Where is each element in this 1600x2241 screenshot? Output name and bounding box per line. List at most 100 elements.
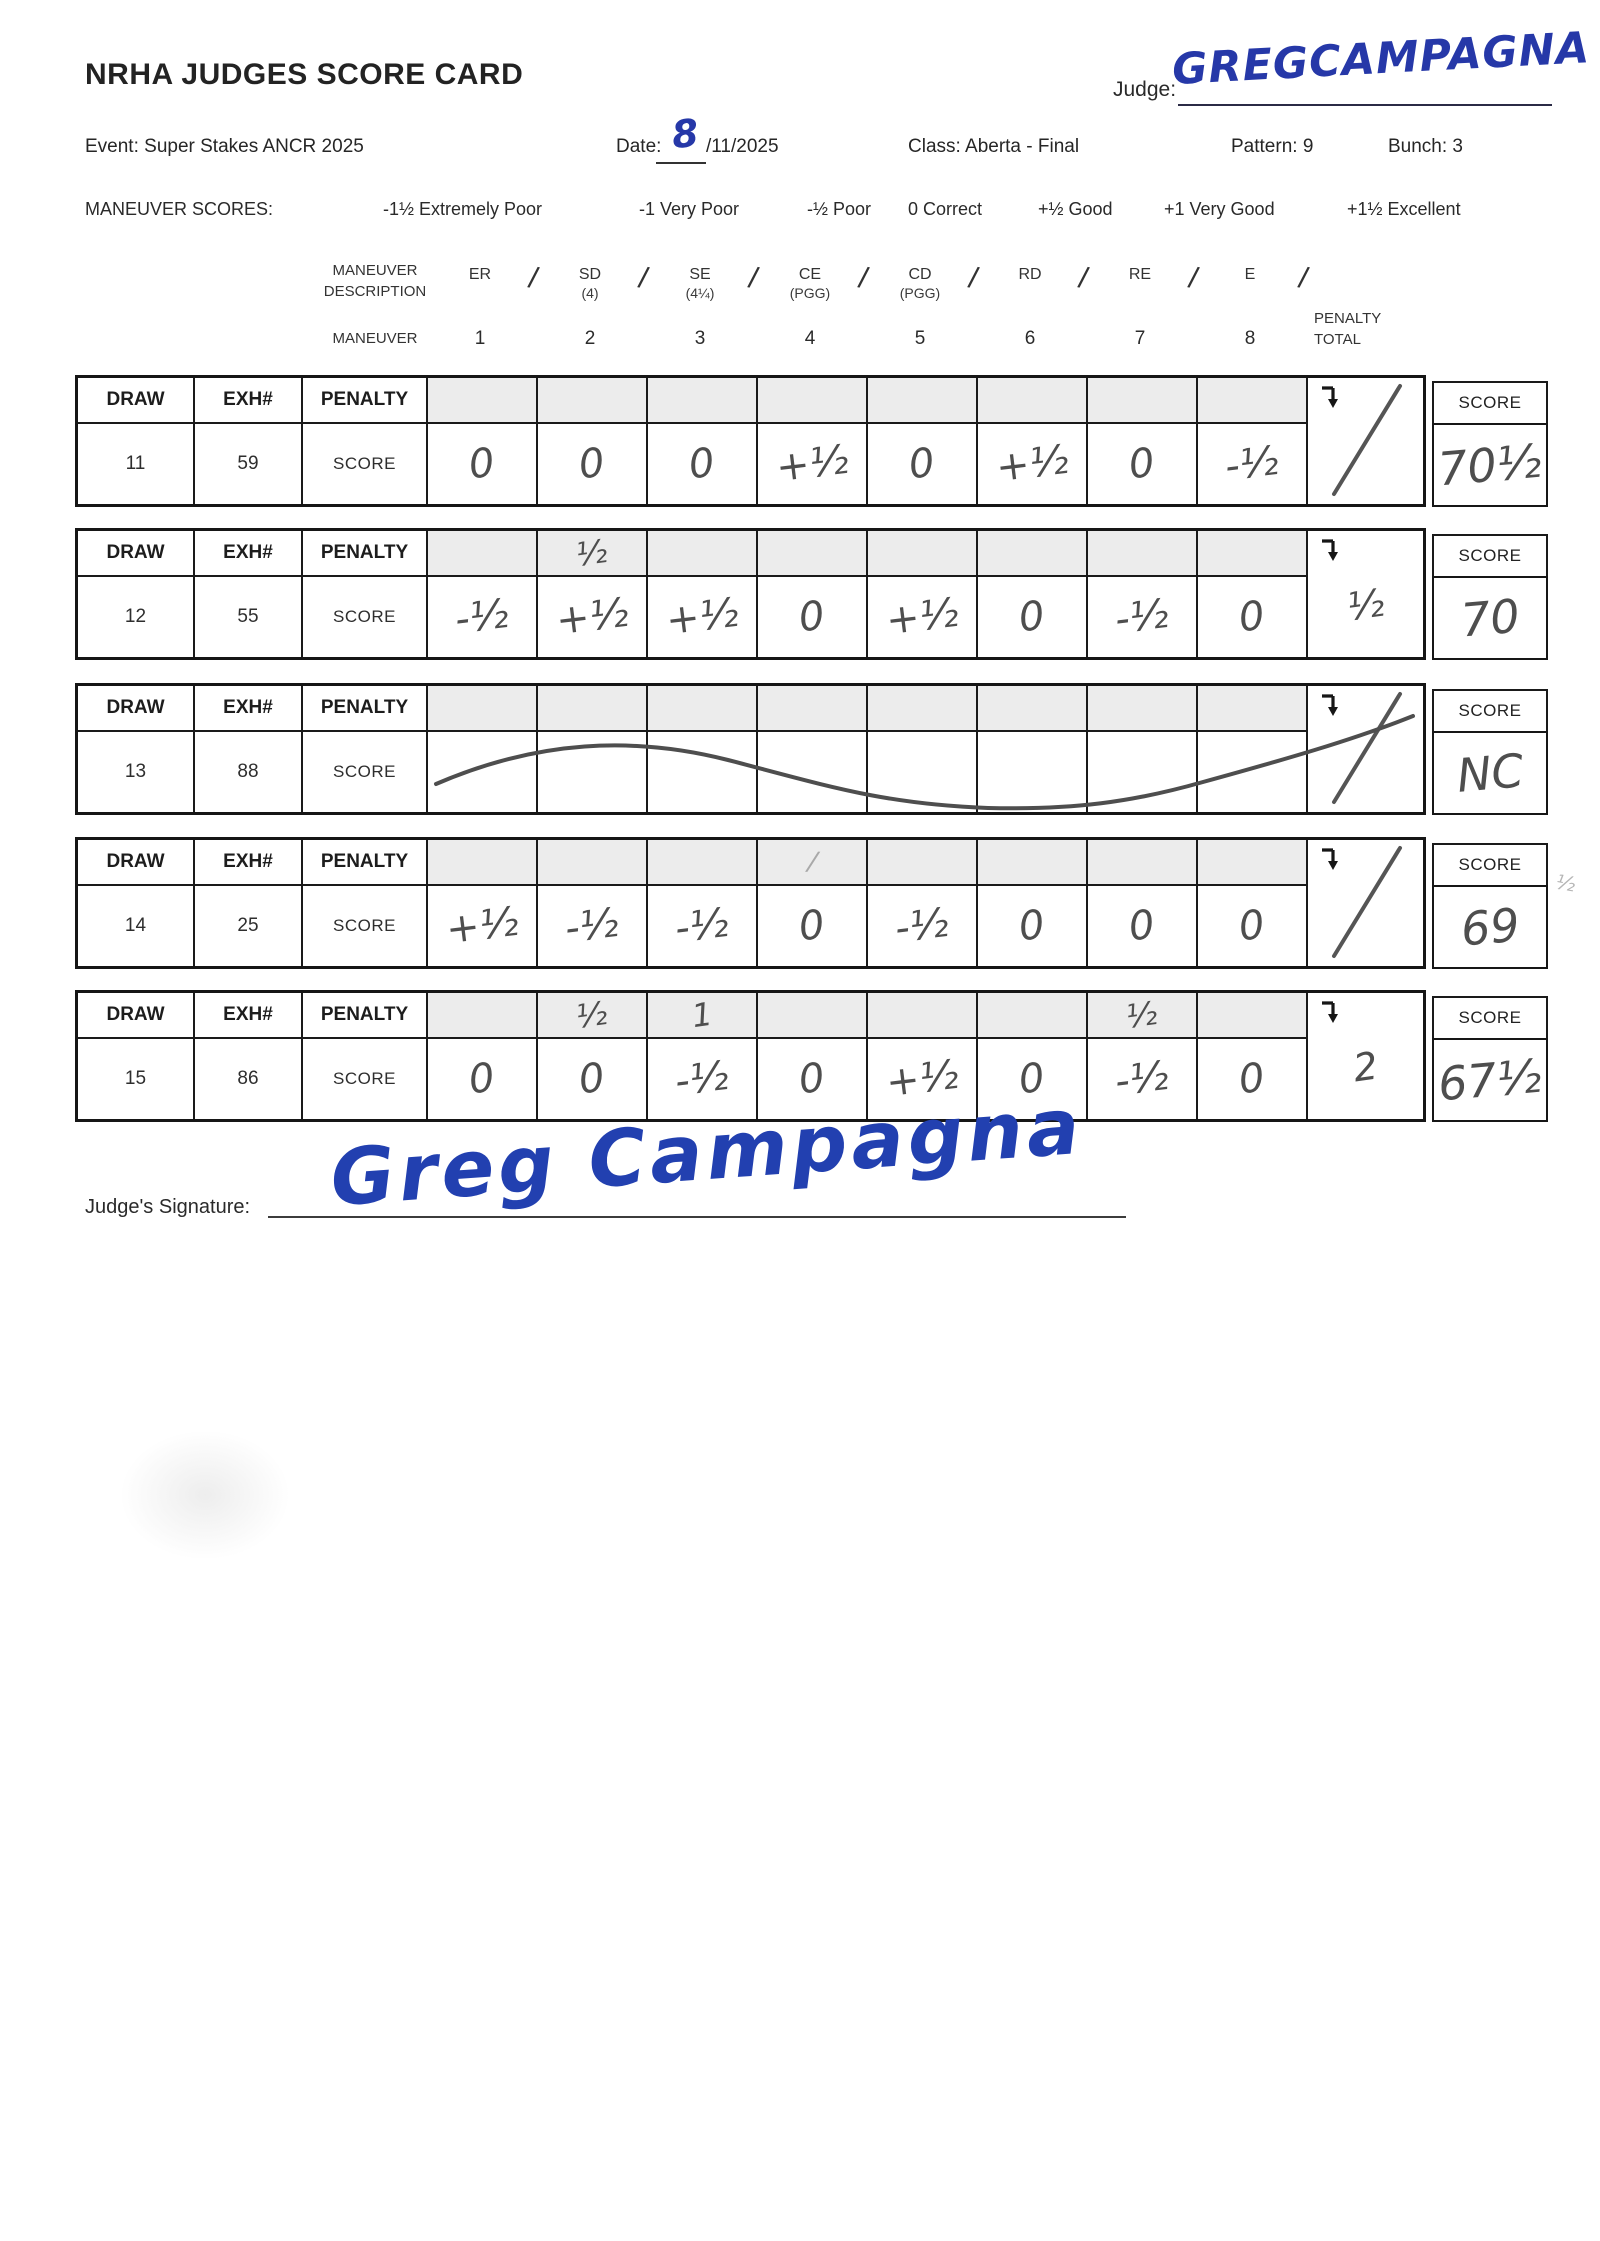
score-cell: +½ bbox=[978, 424, 1088, 504]
legend-item: +½ Good bbox=[1038, 199, 1113, 219]
handwritten-penalty: ½ bbox=[573, 532, 610, 574]
score-cell: +½ bbox=[648, 577, 758, 657]
draw-header: DRAW bbox=[78, 531, 195, 577]
exh-value: 25 bbox=[195, 886, 303, 966]
maneuver-code-text: RD bbox=[1018, 266, 1042, 283]
score-cell: 0 bbox=[758, 577, 868, 657]
handwritten-score: 0 bbox=[576, 1054, 608, 1104]
penalty-cell bbox=[648, 686, 758, 732]
score-table: DRAW EXH# PENALTY 13 88 SCORE bbox=[75, 683, 1426, 815]
score-box-value-cell: 70½ bbox=[1432, 423, 1548, 507]
score-box-label: SCORE bbox=[1432, 534, 1548, 576]
score-box-value-cell: NC bbox=[1432, 731, 1548, 815]
draw-value: 15 bbox=[78, 1039, 195, 1119]
score-cell: 0 bbox=[1198, 577, 1308, 657]
penalty-total-line1: PENALTY bbox=[1314, 310, 1382, 327]
down-arrow-icon bbox=[1322, 539, 1338, 561]
handwritten-score: 0 bbox=[1236, 901, 1268, 951]
handwritten-score: 0 bbox=[796, 592, 828, 642]
score-box-value-cell: 69 bbox=[1432, 885, 1548, 969]
penalty-cell bbox=[648, 378, 758, 424]
handwritten-score: -½ bbox=[562, 899, 622, 953]
penalty-total-mark: 2 bbox=[1350, 1043, 1381, 1091]
score-cell: +½ bbox=[538, 577, 648, 657]
draw-value: 11 bbox=[78, 424, 195, 504]
score-cell: 0 bbox=[538, 424, 648, 504]
penalty-header: PENALTY bbox=[303, 686, 428, 732]
down-arrow-icon bbox=[1322, 694, 1338, 716]
final-score: 69 bbox=[1458, 897, 1522, 957]
handwritten-score: -½ bbox=[1112, 590, 1172, 644]
date-rest: /11/2025 bbox=[706, 136, 779, 157]
handwritten-penalty: ½ bbox=[1123, 994, 1160, 1036]
score-row-label: SCORE bbox=[303, 886, 428, 966]
score-table: DRAW EXH# PENALTY 11 59 SCORE 0 0 0 +½ bbox=[75, 375, 1426, 507]
maneuver-number: 3 bbox=[694, 328, 706, 349]
penalty-header: PENALTY bbox=[303, 993, 428, 1039]
signature-label: Judge's Signature: bbox=[85, 1196, 251, 1218]
down-arrow-icon bbox=[1322, 848, 1338, 870]
score-box: SCORE 70½ bbox=[1432, 381, 1548, 507]
penalty-total-line2: TOTAL bbox=[1314, 331, 1361, 348]
penalty-cell bbox=[978, 993, 1088, 1039]
penalty-header: PENALTY bbox=[303, 378, 428, 424]
score-box: SCORE NC bbox=[1432, 689, 1548, 815]
score-box-value-cell: 67½ bbox=[1432, 1038, 1548, 1122]
maneuver-number: 5 bbox=[914, 328, 926, 349]
handwritten-score: +½ bbox=[993, 436, 1071, 492]
penalty-cell bbox=[428, 531, 538, 577]
penalty-cell bbox=[538, 840, 648, 886]
exh-header: EXH# bbox=[195, 993, 303, 1039]
penalty-cell bbox=[1088, 840, 1198, 886]
penalty-cell bbox=[428, 378, 538, 424]
penalty-header: PENALTY bbox=[303, 531, 428, 577]
score-cell bbox=[758, 732, 868, 812]
score-cell: +½ bbox=[758, 424, 868, 504]
score-cell bbox=[1198, 732, 1308, 812]
final-score: 67½ bbox=[1436, 1048, 1544, 1112]
maneuver-description-line2: DESCRIPTION bbox=[323, 283, 427, 300]
page-title: NRHA JUDGES SCORE CARD bbox=[85, 58, 524, 91]
score-box: SCORE 67½ bbox=[1432, 996, 1548, 1122]
score-box-label: SCORE bbox=[1432, 843, 1548, 885]
handwritten-score: 0 bbox=[906, 439, 938, 489]
date-underline bbox=[656, 162, 706, 164]
maneuver-number: 1 bbox=[474, 328, 486, 349]
penalty-cell bbox=[868, 378, 978, 424]
penalty-total-mark: ½ bbox=[1344, 580, 1387, 630]
penalty-total-cell: ½ bbox=[1308, 531, 1423, 657]
handwritten-score: 0 bbox=[1236, 1054, 1268, 1104]
handwritten-score: 0 bbox=[796, 901, 828, 951]
score-cell: +½ bbox=[868, 1039, 978, 1119]
score-table: DRAW EXH# PENALTY ½ 1 ½ 2 15 86 SCORE 0 0 -½ … bbox=[75, 990, 1426, 1122]
penalty-cell bbox=[978, 531, 1088, 577]
maneuver-code-text: SE bbox=[689, 266, 711, 283]
score-cell: 0 bbox=[538, 1039, 648, 1119]
exh-value: 86 bbox=[195, 1039, 303, 1119]
penalty-cell bbox=[538, 378, 648, 424]
handwritten-score: -½ bbox=[1112, 1052, 1172, 1106]
penalty-cell bbox=[758, 686, 868, 732]
score-cell: 0 bbox=[648, 424, 758, 504]
penalty-cell bbox=[428, 993, 538, 1039]
penalty-total-cell: 2 bbox=[1308, 993, 1423, 1119]
handwritten-score: 0 bbox=[1126, 439, 1158, 489]
score-table: DRAW EXH# PENALTY ½ ½ 12 55 SCORE -½ +½ +½ 0 bbox=[75, 528, 1426, 660]
judge-underline bbox=[1178, 104, 1552, 106]
penalty-cell bbox=[978, 686, 1088, 732]
maneuver-description-line1: MANEUVER bbox=[332, 262, 418, 279]
draw-header: DRAW bbox=[78, 686, 195, 732]
score-cell: 0 bbox=[978, 1039, 1088, 1119]
score-box-label: SCORE bbox=[1432, 689, 1548, 731]
score-cell: 0 bbox=[1198, 1039, 1308, 1119]
handwritten-score: 0 bbox=[1016, 901, 1048, 951]
event-field: Event: Super Stakes ANCR 2025 bbox=[85, 136, 364, 157]
penalty-total-cell bbox=[1308, 378, 1423, 504]
maneuver-code-sub: (PGG) bbox=[789, 285, 831, 301]
maneuver-code-text: ER bbox=[468, 266, 492, 283]
maneuver-code: SD (4) bbox=[535, 266, 645, 302]
penalty-cell bbox=[1198, 531, 1308, 577]
final-score: NC bbox=[1454, 743, 1526, 803]
score-cell bbox=[538, 732, 648, 812]
